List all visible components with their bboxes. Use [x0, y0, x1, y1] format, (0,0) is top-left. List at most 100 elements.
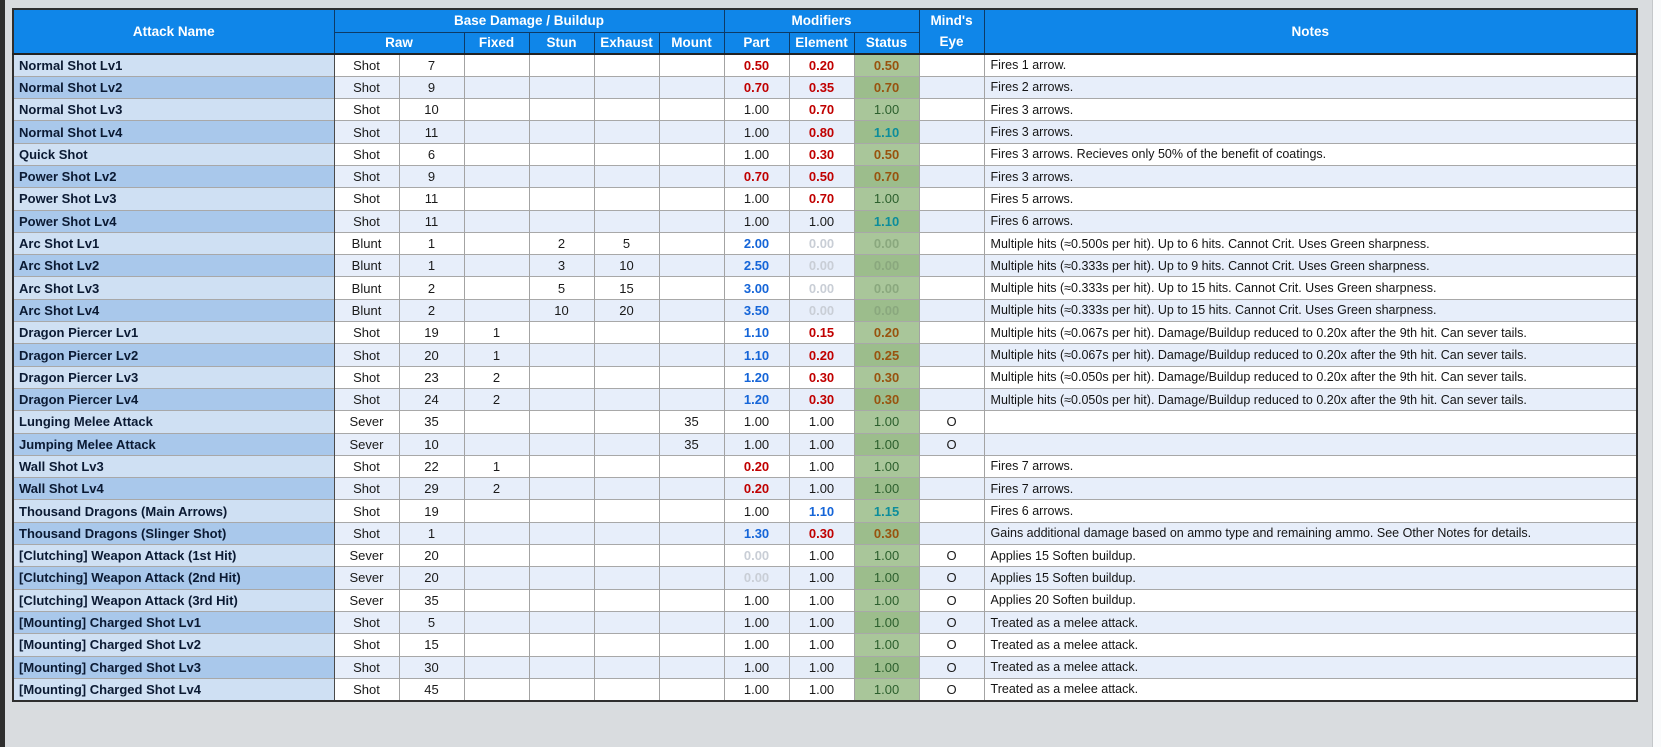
minds-eye-cell: O — [919, 410, 985, 434]
minds-eye-cell — [919, 387, 985, 411]
mount-value-cell — [659, 566, 725, 590]
stun-value-cell — [529, 432, 595, 456]
column-header-notes: Notes — [983, 8, 1638, 55]
raw-value-cell: 23 — [399, 365, 465, 389]
raw-value-cell: 20 — [399, 566, 465, 590]
damage-type-cell: Sever — [334, 410, 400, 434]
raw-value-cell: 24 — [399, 387, 465, 411]
notes-cell: Fires 1 arrow. — [984, 53, 1638, 77]
status-modifier-cell: 1.00 — [854, 610, 920, 634]
minds-eye-cell — [919, 98, 985, 121]
table-row: Lunging Melee Attack Sever 35 35 1.00 1.00 1.0… — [13, 410, 1638, 434]
table-row: Normal Shot Lv2 Shot 9 0.70 0.35 0.70 Fires 2 … — [13, 75, 1638, 99]
notes-cell: Multiple hits (≈0.067s per hit). Damage/… — [984, 343, 1638, 367]
damage-type-cell: Shot — [334, 365, 400, 389]
minds-eye-cell — [919, 521, 985, 545]
exhaust-value-cell — [594, 387, 660, 411]
notes-cell: Treated as a melee attack. — [984, 610, 1638, 634]
fixed-value-cell — [464, 633, 530, 657]
exhaust-value-cell — [594, 566, 660, 590]
exhaust-value-cell — [594, 365, 660, 389]
stun-value-cell — [529, 164, 595, 188]
notes-cell: Fires 5 arrows. — [984, 187, 1638, 211]
exhaust-value-cell — [594, 655, 660, 679]
minds-eye-cell — [919, 477, 985, 500]
damage-type-cell: Shot — [334, 633, 400, 657]
part-modifier-cell: 0.00 — [724, 566, 790, 590]
damage-type-cell: Shot — [334, 521, 400, 545]
minds-eye-cell: O — [919, 610, 985, 634]
status-modifier-cell: 1.00 — [854, 566, 920, 590]
damage-type-cell: Shot — [334, 655, 400, 679]
raw-value-cell: 35 — [399, 410, 465, 434]
table-row: Dragon Piercer Lv4 Shot 24 2 1.20 0.30 0.30 Mul… — [13, 387, 1638, 411]
element-modifier-cell: 1.00 — [789, 410, 855, 434]
part-modifier-cell: 1.20 — [724, 387, 790, 411]
column-header-fixed: Fixed — [463, 31, 530, 55]
stun-value-cell — [529, 387, 595, 411]
minds-eye-cell — [919, 209, 985, 233]
fixed-value-cell — [464, 499, 530, 523]
notes-cell: Applies 15 Soften buildup. — [984, 544, 1638, 567]
raw-value-cell: 30 — [399, 655, 465, 679]
minds-eye-label-line1: Mind's — [930, 13, 973, 29]
attack-name-cell: Lunging Melee Attack — [13, 410, 335, 434]
column-header-element: Element — [788, 31, 855, 55]
element-modifier-cell: 0.30 — [789, 142, 855, 166]
table-row: Normal Shot Lv3 Shot 10 1.00 0.70 1.00 Fires 3… — [13, 98, 1638, 121]
damage-type-cell: Shot — [334, 120, 400, 144]
fixed-value-cell — [464, 53, 530, 77]
mount-value-cell — [659, 120, 725, 144]
column-header-mount: Mount — [658, 31, 725, 55]
raw-value-cell: 11 — [399, 187, 465, 211]
status-modifier-cell: 0.00 — [854, 254, 920, 277]
fixed-value-cell — [464, 142, 530, 166]
stun-value-cell — [529, 142, 595, 166]
exhaust-value-cell — [594, 209, 660, 233]
element-modifier-cell: 0.00 — [789, 254, 855, 277]
table-row: Wall Shot Lv3 Shot 22 1 0.20 1.00 1.00 Fires 7 … — [13, 454, 1638, 478]
minds-eye-cell — [919, 343, 985, 367]
notes-cell: Fires 2 arrows. — [984, 75, 1638, 99]
attack-name-cell: [Mounting] Charged Shot Lv3 — [13, 655, 335, 679]
mount-value-cell — [659, 164, 725, 188]
stun-value-cell — [529, 410, 595, 434]
minds-eye-cell: O — [919, 432, 985, 456]
part-modifier-cell: 1.00 — [724, 142, 790, 166]
part-modifier-cell: 1.00 — [724, 120, 790, 144]
table-row: Power Shot Lv3 Shot 11 1.00 0.70 1.00 Fires 5 … — [13, 187, 1638, 211]
part-modifier-cell: 3.50 — [724, 298, 790, 322]
fixed-value-cell — [464, 231, 530, 255]
element-modifier-cell: 0.70 — [789, 187, 855, 211]
element-modifier-cell: 1.00 — [789, 655, 855, 679]
mount-value-cell — [659, 98, 725, 121]
exhaust-value-cell — [594, 53, 660, 77]
status-modifier-cell: 0.50 — [854, 142, 920, 166]
part-modifier-cell: 0.70 — [724, 75, 790, 99]
part-modifier-cell: 0.50 — [724, 53, 790, 77]
mount-value-cell — [659, 633, 725, 657]
fixed-value-cell — [464, 655, 530, 679]
exhaust-value-cell — [594, 98, 660, 121]
attack-name-cell: [Clutching] Weapon Attack (1st Hit) — [13, 544, 335, 567]
notes-cell: Multiple hits (≈0.333s per hit). Up to 9… — [984, 254, 1638, 277]
notes-cell: Fires 3 arrows. — [984, 120, 1638, 144]
element-modifier-cell: 1.00 — [789, 633, 855, 657]
notes-cell: Gains additional damage based on ammo ty… — [984, 521, 1638, 545]
attack-name-cell: Power Shot Lv2 — [13, 164, 335, 188]
minds-eye-label-line2: Eye — [939, 33, 964, 49]
fixed-value-cell — [464, 187, 530, 211]
fixed-value-cell: 1 — [464, 454, 530, 478]
stun-value-cell: 3 — [529, 254, 595, 277]
table-row: Dragon Piercer Lv3 Shot 23 2 1.20 0.30 0.30 Mul… — [13, 365, 1638, 389]
status-modifier-cell: 1.10 — [854, 120, 920, 144]
mount-value-cell: 35 — [659, 432, 725, 456]
minds-eye-cell — [919, 75, 985, 99]
element-modifier-cell: 1.00 — [789, 677, 855, 701]
mount-value-cell — [659, 321, 725, 344]
part-modifier-cell: 1.00 — [724, 432, 790, 456]
column-group-modifiers: Modifiers — [723, 8, 920, 33]
fixed-value-cell — [464, 410, 530, 434]
exhaust-value-cell — [594, 321, 660, 344]
raw-value-cell: 2 — [399, 276, 465, 300]
